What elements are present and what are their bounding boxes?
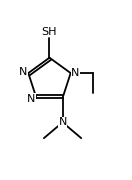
Text: N: N [27,94,36,104]
Text: N: N [71,68,80,78]
Text: SH: SH [42,27,57,37]
Text: N: N [19,67,28,77]
Text: N: N [58,117,67,127]
